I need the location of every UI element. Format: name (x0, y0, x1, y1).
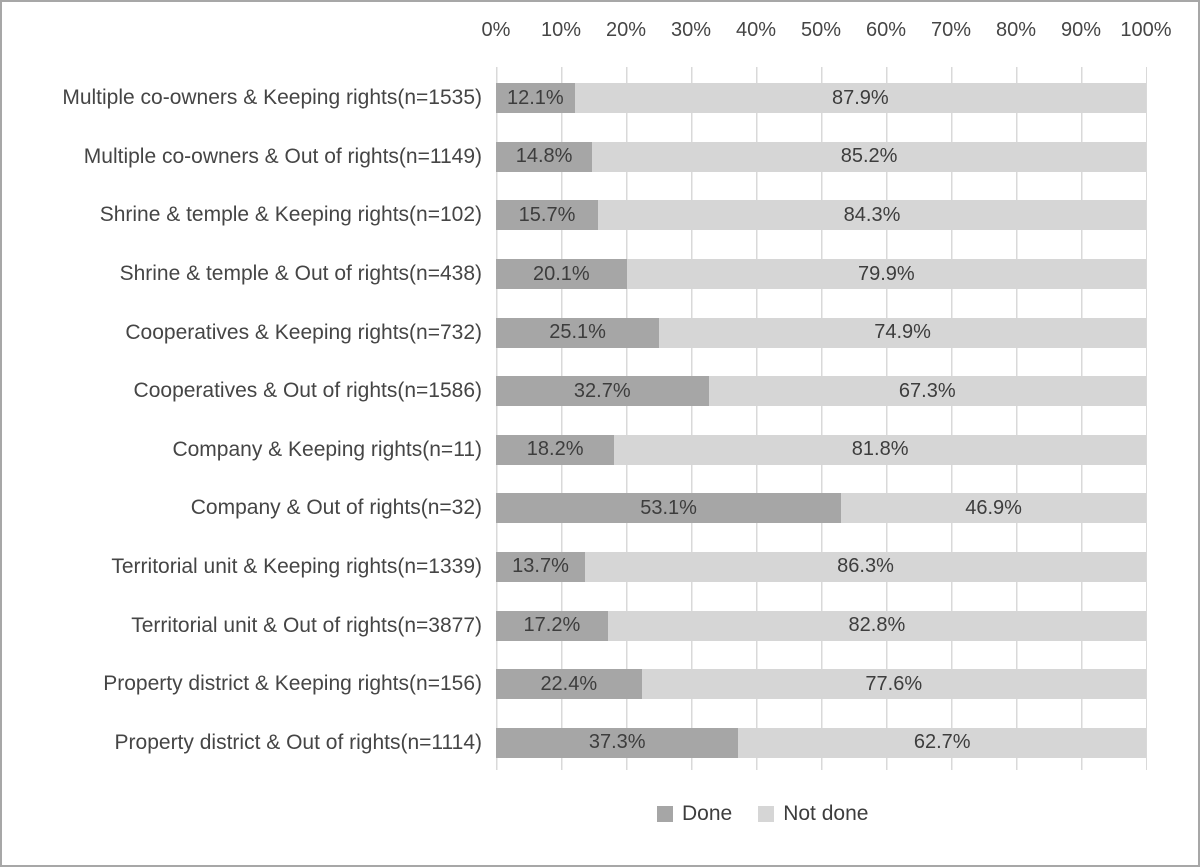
data-label: 53.1% (640, 496, 697, 519)
data-label: 12.1% (506, 86, 564, 109)
data-label: 37.3% (588, 731, 646, 754)
category-label: Company & Keeping rights(n=11) (172, 437, 482, 461)
bar-segment-done: 15.7% (496, 200, 599, 231)
data-label: 79.9% (857, 262, 915, 285)
category-label: Territorial unit & Out of rights(n=3877) (131, 613, 482, 637)
x-axis-tick-label: 0% (481, 19, 511, 41)
data-label: 81.8% (851, 438, 909, 461)
bar-row: 14.8% 85.2% (496, 141, 1146, 172)
bar-segment-not-done: 86.3% (585, 551, 1146, 582)
bar-row: 13.7% 86.3% (496, 551, 1146, 582)
bar-row: 37.3% 62.7% (496, 727, 1146, 758)
bar-segment-done: 12.1% (496, 83, 575, 114)
plot-area (496, 67, 1147, 770)
bar-segment-not-done: 85.2% (592, 141, 1146, 172)
category-label: Multiple co-owners & Out of rights(n=114… (83, 144, 482, 168)
x-axis-tick-label: 60% (865, 19, 907, 41)
data-label: 25.1% (549, 321, 606, 344)
data-label: 87.9% (831, 86, 889, 109)
bar-segment-done: 17.2% (496, 610, 608, 641)
bar-row: 12.1% 87.9% (496, 83, 1146, 114)
data-label: 85.2% (840, 145, 898, 168)
category-label: Shrine & temple & Out of rights(n=438) (119, 262, 482, 286)
category-label: Company & Out of rights(n=32) (190, 496, 482, 520)
data-label: 77.6% (865, 672, 923, 695)
x-axis-tick-label: 10% (540, 19, 582, 41)
category-label: Territorial unit & Keeping rights(n=1339… (111, 554, 482, 578)
legend-swatch-done (657, 806, 673, 822)
bar-row: 17.2% 82.8% (496, 610, 1146, 641)
bar-segment-done: 22.4% (496, 669, 642, 700)
legend-swatch-not-done (758, 806, 775, 822)
data-label: 84.3% (843, 203, 901, 226)
data-label: 13.7% (512, 555, 569, 578)
legend-item-done: Done (657, 802, 732, 826)
data-label: 67.3% (898, 379, 956, 402)
bar-segment-not-done: 46.9% (841, 493, 1146, 524)
data-label: 62.7% (913, 731, 971, 754)
legend: Done Not done (657, 798, 868, 830)
category-label: Property district & Keeping rights(n=156… (103, 672, 482, 696)
bar-segment-not-done: 67.3% (708, 376, 1146, 407)
category-label: Shrine & temple & Keeping rights(n=102) (99, 203, 482, 227)
bar-segment-done: 14.8% (496, 141, 593, 172)
bar-row: 22.4% 77.6% (496, 669, 1146, 700)
bar-segment-done: 32.7% (496, 376, 709, 407)
data-label: 82.8% (848, 614, 906, 637)
bar-segment-not-done: 87.9% (574, 83, 1146, 114)
bar-segment-done: 25.1% (496, 317, 660, 348)
data-label: 15.7% (518, 203, 576, 226)
bar-segment-not-done: 62.7% (738, 727, 1146, 758)
bar-row: 20.1% 79.9% (496, 259, 1146, 290)
bar-row: 53.1% 46.9% (496, 493, 1146, 524)
bar-segment-not-done: 81.8% (614, 434, 1146, 465)
x-axis-tick-label: 30% (670, 19, 712, 41)
bar-row: 15.7% 84.3% (496, 200, 1146, 231)
bar-segment-done: 53.1% (496, 493, 842, 524)
x-axis-tick-label: 20% (605, 19, 647, 41)
bar-row: 18.2% 81.8% (496, 434, 1146, 465)
category-label: Property district & Out of rights(n=1114… (114, 730, 482, 754)
data-label: 17.2% (523, 614, 581, 637)
x-axis-tick-label: 100% (1120, 19, 1172, 41)
legend-label-not-done: Not done (783, 802, 869, 825)
bar-segment-done: 20.1% (496, 259, 627, 290)
x-axis-tick-label: 70% (930, 19, 972, 41)
data-label: 18.2% (526, 438, 584, 461)
bar-segment-done: 13.7% (496, 551, 586, 582)
category-label: Multiple co-owners & Keeping rights(n=15… (62, 86, 482, 110)
data-label: 32.7% (573, 379, 631, 402)
x-axis-tick-label: 90% (1060, 19, 1102, 41)
bar-segment-not-done: 82.8% (607, 610, 1146, 641)
bar-row: 32.7% 67.3% (496, 376, 1146, 407)
bar-segment-done: 37.3% (496, 727, 739, 758)
bar-segment-not-done: 84.3% (598, 200, 1146, 231)
category-label: Cooperatives & Out of rights(n=1586) (133, 379, 482, 403)
x-axis-tick-label: 50% (800, 19, 842, 41)
bar-row: 25.1% 74.9% (496, 317, 1146, 348)
data-label: 22.4% (540, 672, 598, 695)
data-label: 46.9% (965, 496, 1022, 519)
data-label: 86.3% (837, 555, 894, 578)
bar-segment-done: 18.2% (496, 434, 615, 465)
data-label: 20.1% (532, 262, 590, 285)
bar-segment-not-done: 79.9% (626, 259, 1146, 290)
data-label: 14.8% (515, 145, 573, 168)
x-axis-tick-label: 80% (995, 19, 1037, 41)
bar-segment-not-done: 77.6% (641, 669, 1146, 700)
bar-segment-not-done: 74.9% (659, 317, 1146, 348)
legend-item-not-done: Not done (758, 802, 868, 826)
category-label: Cooperatives & Keeping rights(n=732) (125, 320, 482, 344)
data-label: 74.9% (874, 321, 931, 344)
legend-label-done: Done (682, 802, 733, 825)
x-axis-tick-label: 40% (735, 19, 777, 41)
